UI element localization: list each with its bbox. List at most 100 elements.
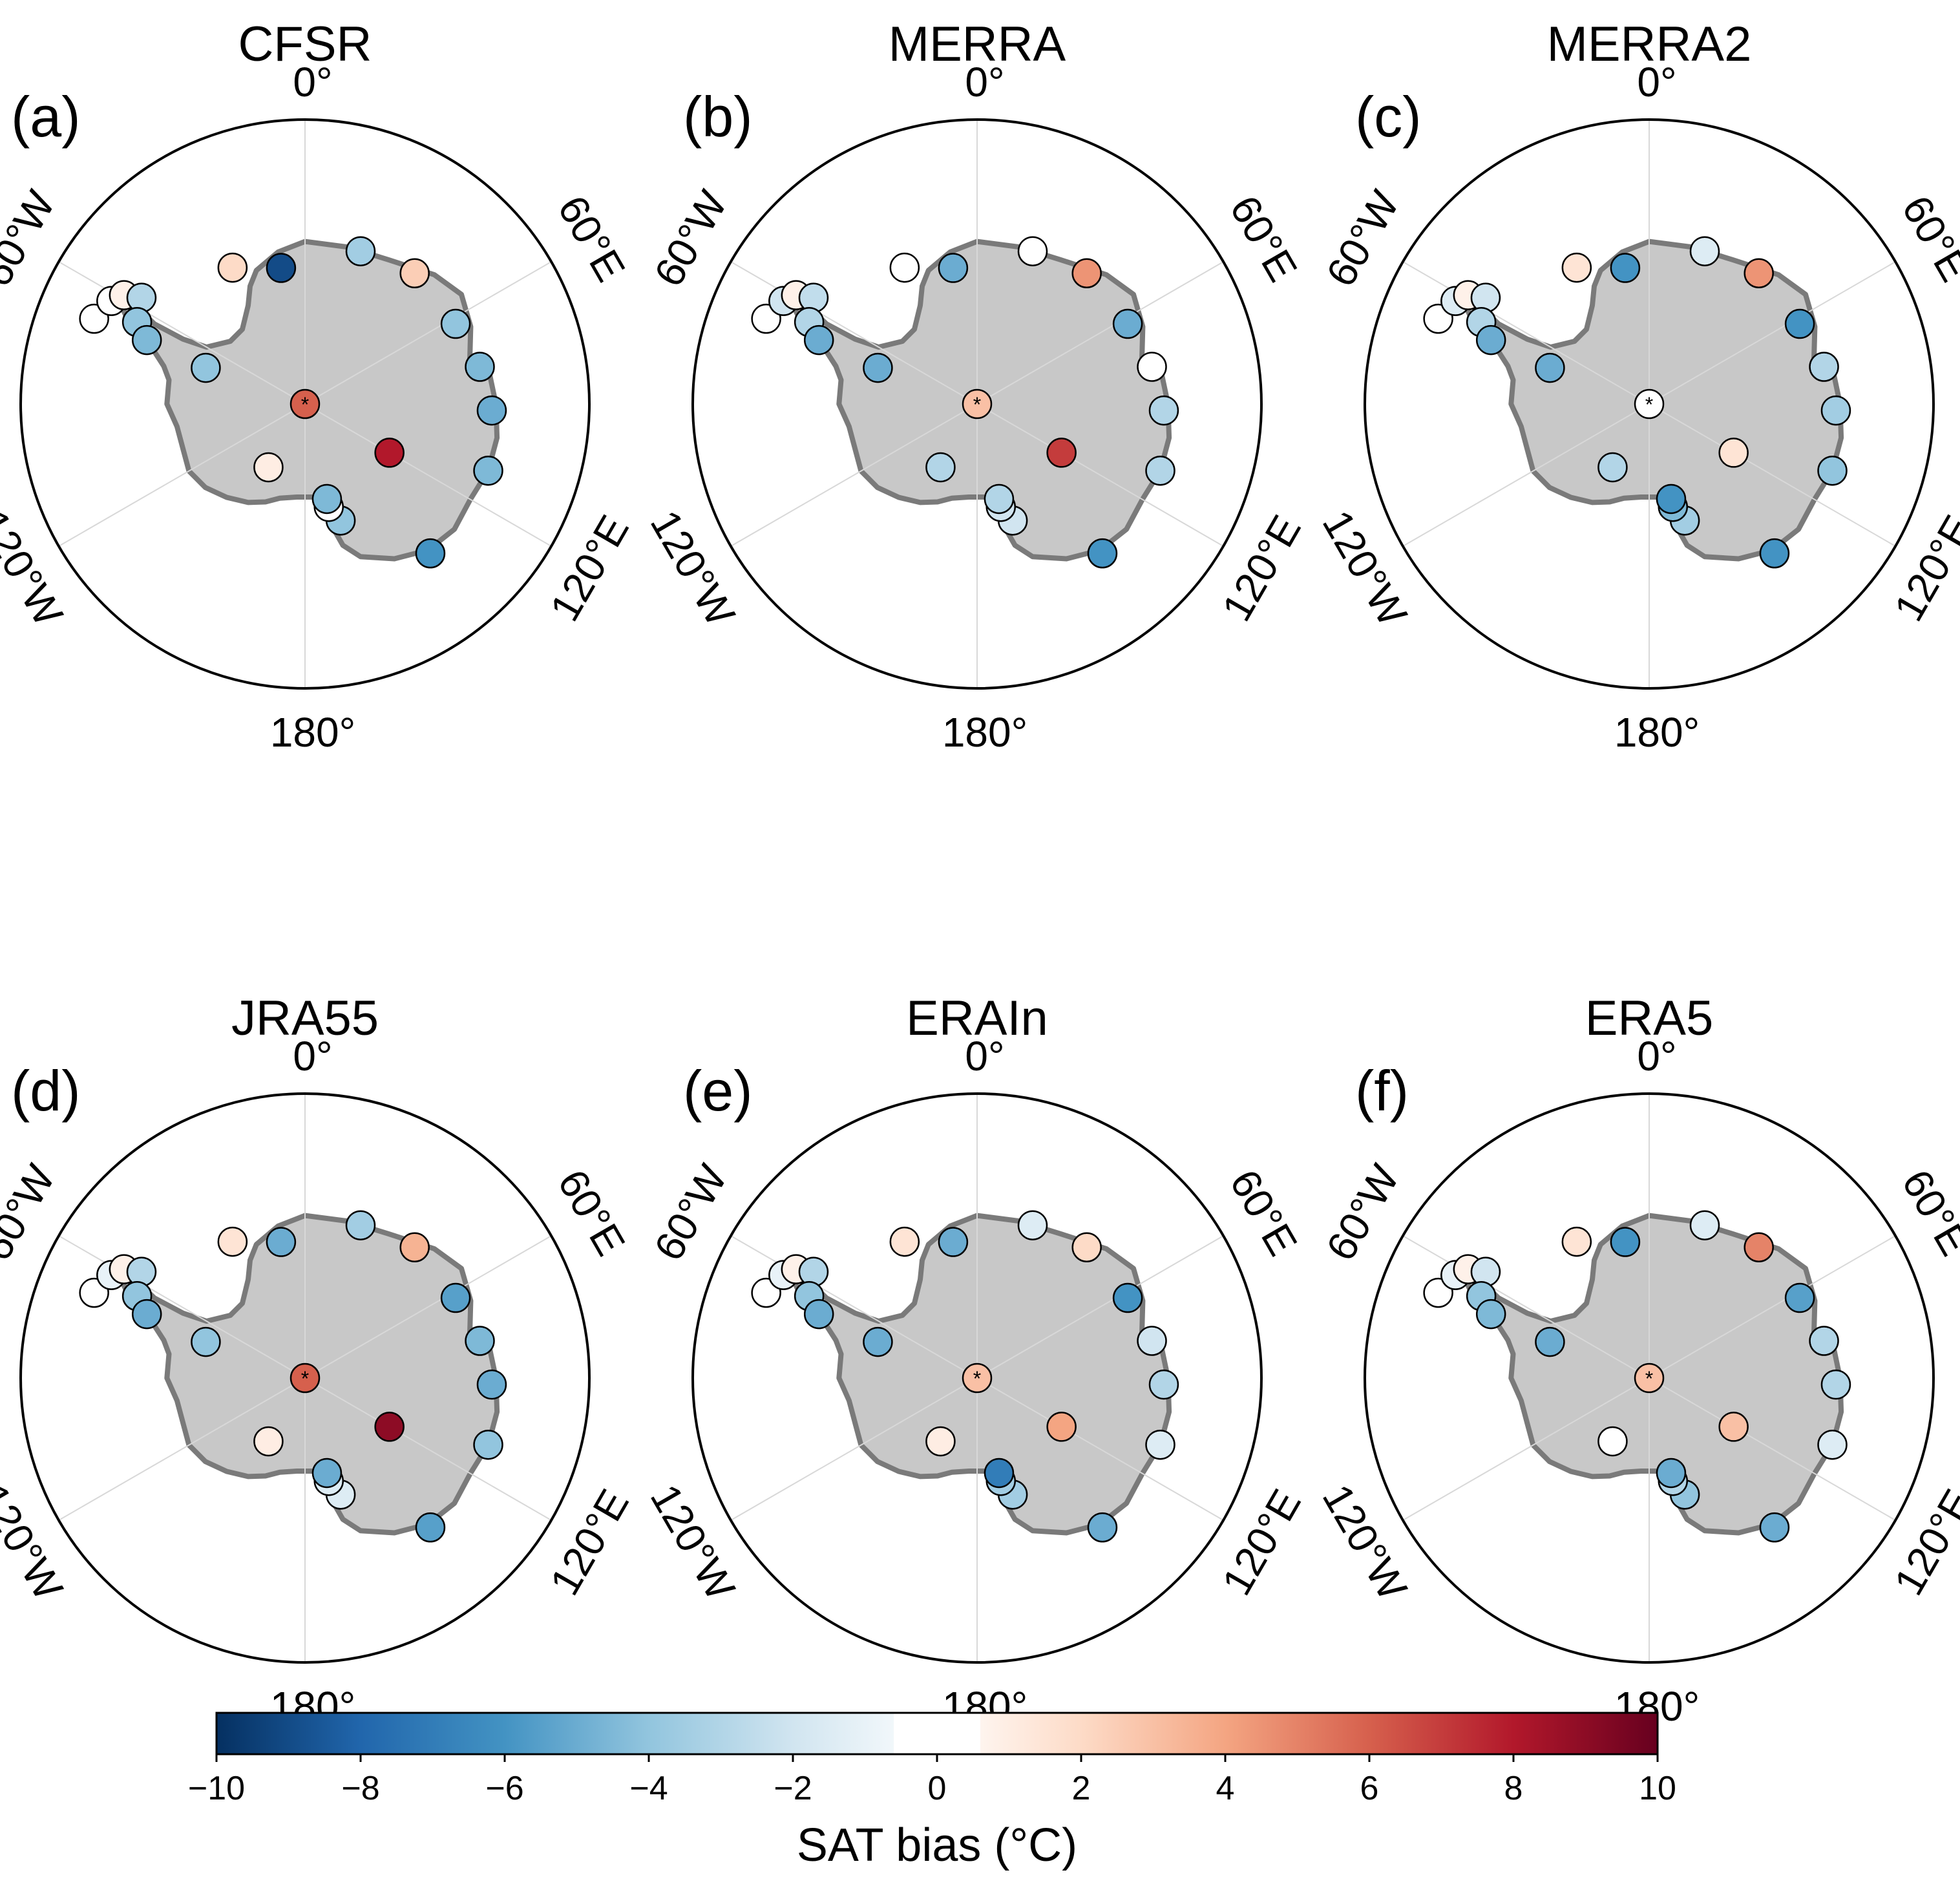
station-marker-s12 — [1809, 352, 1839, 382]
longitude-gridline — [1649, 1235, 1896, 1379]
longitude-gridline — [976, 403, 1224, 547]
station-marker-s15 — [415, 1512, 446, 1543]
station-marker-s19 — [253, 1426, 284, 1457]
south-pole-star-icon: * — [973, 393, 981, 416]
longitude-gridline — [304, 1235, 552, 1379]
longitude-gridline — [58, 403, 306, 547]
station-marker-s15 — [1087, 1512, 1118, 1543]
longitude-gridline — [1649, 1377, 1896, 1521]
station-marker-s20 — [290, 388, 321, 419]
panel-label: (e) — [683, 1059, 753, 1123]
colorbar-label: SAT bias (°C) — [796, 1819, 1078, 1871]
colorbar-tick-label: 0 — [928, 1770, 947, 1807]
station-marker-s21 — [1046, 1412, 1077, 1442]
station-marker-s12 — [1137, 1326, 1167, 1356]
station-marker-s09 — [1689, 236, 1720, 266]
station-marker-s08 — [266, 253, 297, 283]
station-marker-s19 — [925, 452, 956, 483]
longitude-gridline — [730, 1235, 978, 1379]
longitude-gridline — [1402, 1235, 1650, 1379]
longitude-label: 0° — [965, 59, 1004, 105]
longitude-label: 0° — [1637, 59, 1676, 105]
station-marker-s15 — [1759, 1512, 1790, 1543]
panel-label: (b) — [683, 85, 753, 149]
station-marker-s07 — [217, 1226, 248, 1257]
colorbar-tick-label: −6 — [485, 1770, 523, 1807]
longitude-label: 180° — [1614, 709, 1700, 756]
longitude-gridline — [58, 1377, 306, 1521]
south-pole-star-icon: * — [1645, 1367, 1653, 1390]
panel-label: (d) — [11, 1059, 81, 1123]
station-marker-s07 — [1561, 252, 1592, 283]
station-marker-s13 — [1820, 395, 1851, 426]
station-marker-s21 — [1718, 438, 1749, 468]
station-marker-s10 — [399, 258, 430, 289]
station-marker-s12 — [465, 1326, 495, 1356]
station-marker-s13 — [1148, 395, 1179, 426]
panel-title: ERA5 — [1585, 991, 1714, 1046]
station-marker-s09 — [345, 236, 376, 266]
station-marker-s06 — [131, 1299, 162, 1330]
panel-label: (c) — [1355, 85, 1422, 149]
longitude-gridline — [1649, 261, 1896, 405]
station-marker-s06 — [1475, 1299, 1506, 1330]
map-boundary — [691, 1092, 1263, 1664]
longitude-gridline — [976, 1235, 1224, 1379]
station-marker-s21 — [1046, 438, 1077, 468]
station-marker-s07 — [217, 252, 248, 283]
station-marker-s20 — [1634, 388, 1665, 419]
panel-label: (f) — [1355, 1059, 1409, 1123]
station-marker-s14 — [1145, 1429, 1175, 1460]
station-marker-s11 — [1784, 1282, 1815, 1313]
station-marker-s22 — [1535, 1326, 1565, 1357]
station-marker-s14 — [473, 455, 503, 486]
longitude-gridline — [1402, 1377, 1650, 1521]
panel-title: MERRA2 — [1546, 17, 1752, 72]
station-marker-s20 — [962, 1363, 993, 1394]
station-marker-s18 — [984, 1458, 1015, 1489]
colorbar-tick-label: −10 — [188, 1770, 245, 1807]
station-marker-s08 — [938, 1227, 969, 1257]
longitude-gridline — [58, 261, 306, 405]
station-marker-s15 — [415, 538, 446, 569]
station-marker-s20 — [962, 388, 993, 419]
station-marker-s09 — [1017, 1210, 1048, 1240]
longitude-gridline — [730, 261, 978, 405]
longitude-label: 0° — [293, 59, 332, 105]
station-marker-s11 — [440, 308, 471, 339]
station-marker-s22 — [1535, 352, 1565, 383]
station-marker-s07 — [889, 252, 920, 283]
station-marker-s06 — [131, 324, 162, 355]
station-marker-s19 — [925, 1426, 956, 1457]
station-marker-s08 — [1610, 1227, 1641, 1257]
south-pole-star-icon: * — [301, 393, 309, 416]
station-marker-s22 — [863, 352, 893, 383]
station-marker-s13 — [476, 1369, 507, 1400]
colorbar-tick-label: −8 — [341, 1770, 379, 1807]
station-marker-s21 — [1718, 1412, 1749, 1442]
longitude-gridline — [304, 403, 552, 547]
station-marker-s18 — [1656, 483, 1687, 514]
panel-title: ERAIn — [906, 991, 1048, 1046]
colorbar-tick-label: −2 — [774, 1770, 812, 1807]
longitude-label: 0° — [1637, 1033, 1676, 1079]
station-marker-s06 — [803, 324, 834, 355]
panel-title: JRA55 — [231, 991, 379, 1046]
station-marker-s10 — [399, 1232, 430, 1263]
longitude-gridline — [1402, 403, 1650, 547]
station-marker-s11 — [440, 1282, 471, 1313]
station-marker-s15 — [1087, 538, 1118, 569]
station-marker-s19 — [1597, 452, 1628, 483]
station-marker-s09 — [345, 1210, 376, 1240]
station-marker-s10 — [1071, 258, 1102, 289]
south-pole-star-icon: * — [973, 1367, 981, 1390]
station-marker-s21 — [374, 1412, 405, 1442]
station-marker-s22 — [191, 1326, 221, 1357]
station-marker-s20 — [290, 1363, 321, 1394]
station-marker-s14 — [1145, 455, 1175, 486]
station-marker-s18 — [1656, 1458, 1687, 1489]
colorbar-tick-label: −4 — [629, 1770, 668, 1807]
map-boundary — [19, 118, 591, 690]
station-marker-s08 — [266, 1227, 297, 1257]
